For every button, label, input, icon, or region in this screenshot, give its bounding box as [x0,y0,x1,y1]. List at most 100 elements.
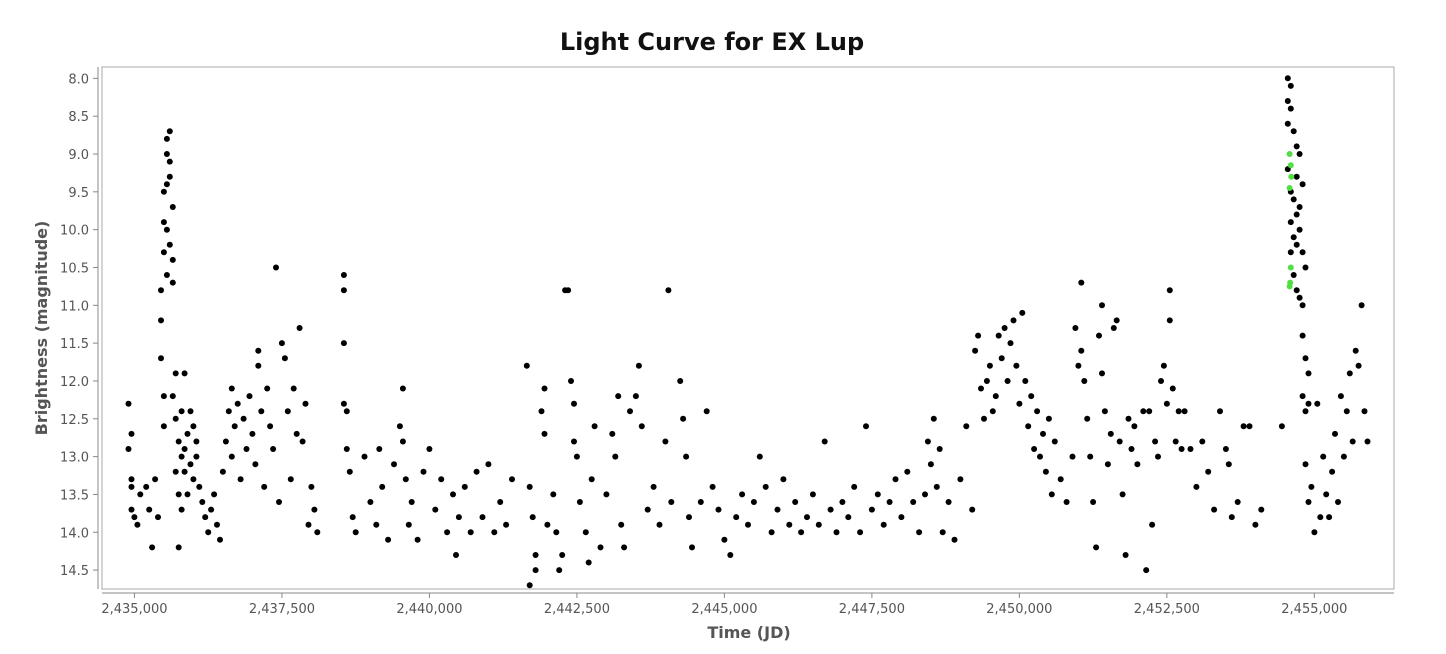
data-point [128,506,135,513]
data-point [367,499,374,505]
data-point [989,408,996,415]
data-point [385,536,392,543]
x-tick-label: 2,435,000 [101,602,167,617]
data-point [497,499,504,505]
data-point [1004,378,1011,384]
data-point [1019,309,1026,316]
data-point [573,453,580,460]
data-point [1081,378,1088,384]
data-point [1258,506,1265,513]
data-point [1287,82,1294,89]
data-point [680,415,687,422]
data-point [768,529,775,536]
data-point [1305,400,1312,407]
data-point [228,385,235,392]
data-point [721,536,728,543]
data-point [1051,438,1058,445]
data-point [1075,362,1082,369]
data-point [467,529,474,536]
data-point [432,506,439,513]
data-point [219,468,226,475]
data-point [1072,325,1079,331]
data-point [346,468,353,475]
data-point [1311,529,1318,536]
data-point [479,514,486,521]
data-point [1222,446,1229,452]
data-point [1160,362,1167,369]
data-point [1096,332,1102,339]
data-point [1140,408,1147,415]
data-point [184,430,191,437]
data-point [199,499,206,505]
data-point [1299,393,1306,400]
data-point [293,430,300,437]
data-point [650,483,657,490]
data-point [158,287,164,294]
data-point [532,552,539,558]
data-point [969,506,976,513]
data-point [158,355,164,362]
data-point [228,453,235,460]
data-point [745,521,751,528]
data-point [526,483,533,490]
data-point [1104,461,1111,468]
y-tick-label: 13.5 [60,488,89,503]
data-point [299,438,306,445]
data-point [981,415,987,422]
data-point [868,506,875,513]
data-point [485,461,492,468]
data-point [1296,151,1303,157]
data-point [314,529,321,536]
data-point [677,378,684,384]
data-point [134,521,141,528]
data-point [252,461,259,468]
data-point [1343,408,1350,415]
y-tick-label: 10.0 [60,224,89,239]
data-point [352,529,359,536]
data-point [160,219,167,226]
data-point [880,521,887,528]
data-point [1143,567,1150,574]
data-point [1087,453,1094,460]
y-tick-label: 9.0 [68,148,89,163]
data-point [621,544,628,551]
data-point [237,476,244,483]
data-point [172,468,179,475]
data-point [361,453,368,460]
data-point [1293,241,1300,248]
data-point [128,483,135,490]
data-point [1211,506,1218,513]
data-point [1166,287,1173,294]
data-point [166,158,173,165]
y-axis-ticks: 8.0 8.5 9.0 9.5 10.0 10.5 11.0 11.5 12.0 12.5 13.0… [60,72,98,579]
observation-series [125,75,1371,589]
data-point [1217,408,1223,415]
data-point [231,423,238,430]
data-point [618,521,625,528]
data-point [998,355,1005,362]
data-point [922,491,928,498]
data-point [340,287,347,294]
data-point [833,529,840,536]
data-point [786,521,793,528]
data-point [874,491,881,498]
data-point [1155,453,1161,460]
data-point [414,536,421,543]
data-point [166,128,173,135]
data-point [750,499,757,505]
data-point [453,552,459,558]
data-point [178,506,185,513]
data-point [845,514,852,521]
data-point [1361,408,1368,415]
data-point [1069,453,1076,460]
data-point [1099,302,1105,309]
data-point [1146,408,1153,415]
data-point [461,483,468,490]
data-point [264,385,271,392]
data-point [733,514,740,521]
data-point [405,521,412,528]
data-point [444,529,451,536]
data-point [143,483,150,490]
data-point [340,400,347,407]
data-point [305,521,312,528]
